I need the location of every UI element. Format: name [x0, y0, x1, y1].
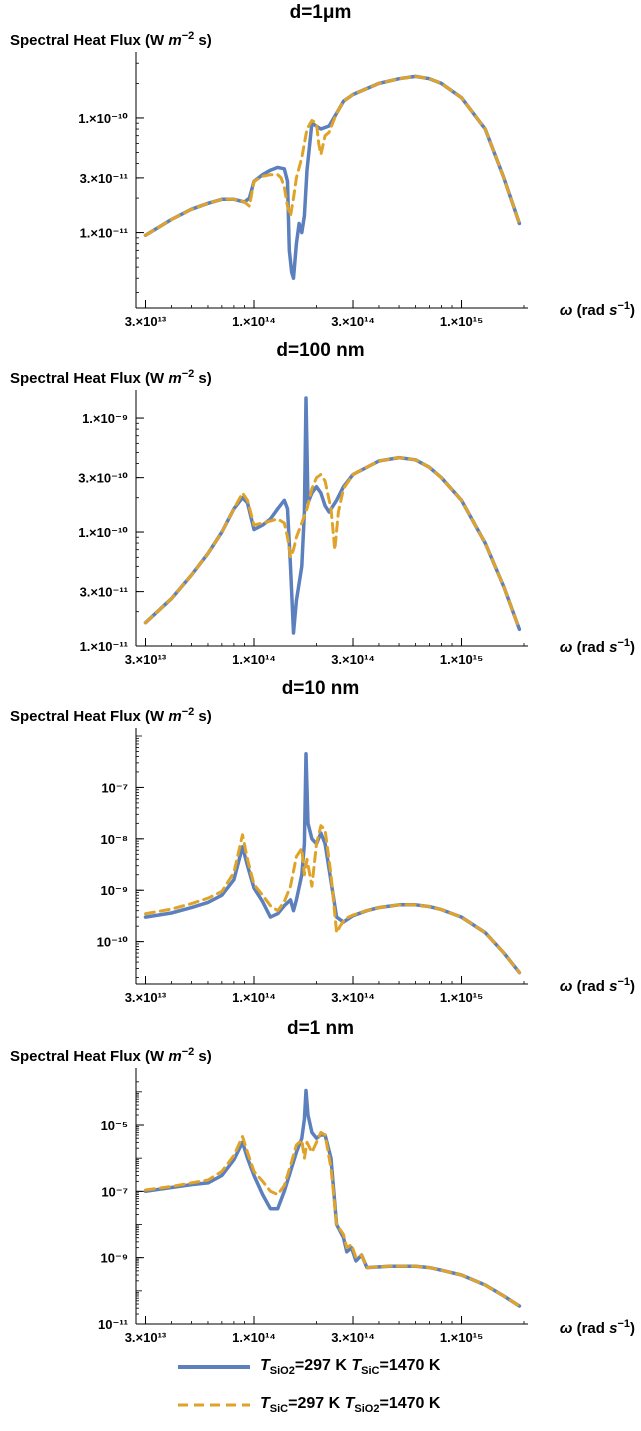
y-tick-label: 10⁻¹⁰ — [97, 935, 129, 950]
y-tick-label: 10⁻¹¹ — [98, 1317, 128, 1332]
legend-entry-2: TSiC=297 K TSiO2=1470 K — [178, 1386, 440, 1424]
series-solid-line — [143, 1088, 522, 1308]
y-tick-label: 1.×10⁻¹¹ — [80, 226, 128, 241]
x-tick-label: 1.×10¹⁴ — [232, 314, 276, 329]
y-tick-label: 10⁻⁹ — [101, 883, 129, 898]
legend-label-1: TSiO2=297 K TSiC=1470 K — [260, 1356, 441, 1378]
x-tick-label: 3.×10¹³ — [125, 1330, 167, 1345]
x-tick-label: 1.×10¹⁴ — [232, 652, 276, 667]
x-tick-label: 1.×10¹⁵ — [440, 1330, 483, 1345]
y-tick-label: 10⁻⁹ — [101, 1251, 129, 1266]
panel-3-xlabel: ω (rad s−1) — [559, 976, 635, 995]
panel-1-chart: 3.×10¹³ 1.×10¹⁴ 3.×10¹⁴ 1.×10¹⁵ 1.×10⁻¹¹ 3.×1… — [78, 52, 528, 329]
y-tick-label: 1.×10⁻⁹ — [82, 411, 128, 426]
series-dashed-line — [144, 1130, 521, 1308]
panel-2-title: d=100 nm — [276, 340, 365, 361]
x-tick-label: 3.×10¹⁴ — [331, 652, 375, 667]
x-tick-label: 3.×10¹³ — [125, 314, 167, 329]
panel-3-chart: 3.×10¹³ 1.×10¹⁴ 3.×10¹⁴ 1.×10¹⁵ 10⁻¹⁰ 10⁻⁹ 10⁻… — [97, 728, 528, 1005]
x-tick-label: 1.×10¹⁵ — [440, 990, 483, 1005]
y-tick-label: 1.×10⁻¹¹ — [80, 639, 128, 654]
x-tick-label: 3.×10¹³ — [125, 652, 167, 667]
x-tick-label: 1.×10¹⁴ — [232, 990, 276, 1005]
x-tick-label: 3.×10¹⁴ — [331, 314, 375, 329]
panel-1-xlabel: ω (rad s−1) — [559, 300, 635, 319]
series-dashed-line — [144, 74, 521, 237]
panel-3-ylabel: Spectral Heat Flux (W m−2 s) — [10, 706, 212, 725]
y-tick-label: 1.×10⁻¹⁰ — [78, 111, 128, 126]
x-tick-label: 1.×10¹⁵ — [440, 314, 483, 329]
y-tick-label: 10⁻⁸ — [101, 832, 128, 847]
series-dashed-line — [144, 456, 521, 631]
panel-4-xlabel: ω (rad s−1) — [559, 1318, 635, 1337]
y-tick-label: 10⁻⁵ — [101, 1118, 128, 1133]
x-tick-label: 3.×10¹³ — [125, 990, 167, 1005]
y-tick-label: 1.×10⁻¹⁰ — [78, 525, 128, 540]
y-tick-label: 3.×10⁻¹¹ — [80, 171, 128, 186]
legend-swatch-solid — [178, 1365, 250, 1369]
series-solid-line — [143, 752, 522, 975]
panel-1-title: d=1μm — [289, 2, 352, 23]
panel-3-title: d=10 nm — [281, 678, 360, 699]
x-tick-label: 3.×10¹⁴ — [331, 1330, 375, 1345]
y-tick-label: 3.×10⁻¹¹ — [80, 585, 128, 600]
y-tick-label: 10⁻⁷ — [101, 1184, 128, 1199]
y-tick-label: 10⁻⁷ — [101, 780, 128, 795]
legend-entry-1: TSiO2=297 K TSiC=1470 K — [178, 1348, 440, 1386]
panel-4-title: d=1 nm — [286, 1018, 355, 1039]
legend: TSiO2=297 K TSiC=1470 K TSiC=297 K TSiO2… — [178, 1348, 440, 1424]
panel-4-ylabel: Spectral Heat Flux (W m−2 s) — [10, 1046, 212, 1065]
x-tick-label: 3.×10¹⁴ — [331, 990, 375, 1005]
legend-swatch-dashed — [178, 1403, 250, 1407]
panel-4-chart: 3.×10¹³ 1.×10¹⁴ 3.×10¹⁴ 1.×10¹⁵ 10⁻¹¹ 10⁻⁹ 10⁻… — [98, 1068, 528, 1345]
panel-2-ylabel: Spectral Heat Flux (W m−2 s) — [10, 368, 212, 387]
y-tick-label: 3.×10⁻¹⁰ — [78, 471, 128, 486]
x-tick-label: 1.×10¹⁵ — [440, 652, 483, 667]
x-tick-label: 1.×10¹⁴ — [232, 1330, 276, 1345]
series-dashed-line — [144, 824, 521, 975]
panel-2-xlabel: ω (rad s−1) — [559, 637, 635, 656]
panel-2-chart: 3.×10¹³ 1.×10¹⁴ 3.×10¹⁴ 1.×10¹⁵ 1.×10⁻¹¹ 3.×1… — [78, 390, 528, 667]
panel-1-ylabel: Spectral Heat Flux (W m−2 s) — [10, 30, 212, 49]
series-solid-line — [143, 74, 522, 280]
legend-label-2: TSiC=297 K TSiO2=1470 K — [260, 1394, 441, 1416]
